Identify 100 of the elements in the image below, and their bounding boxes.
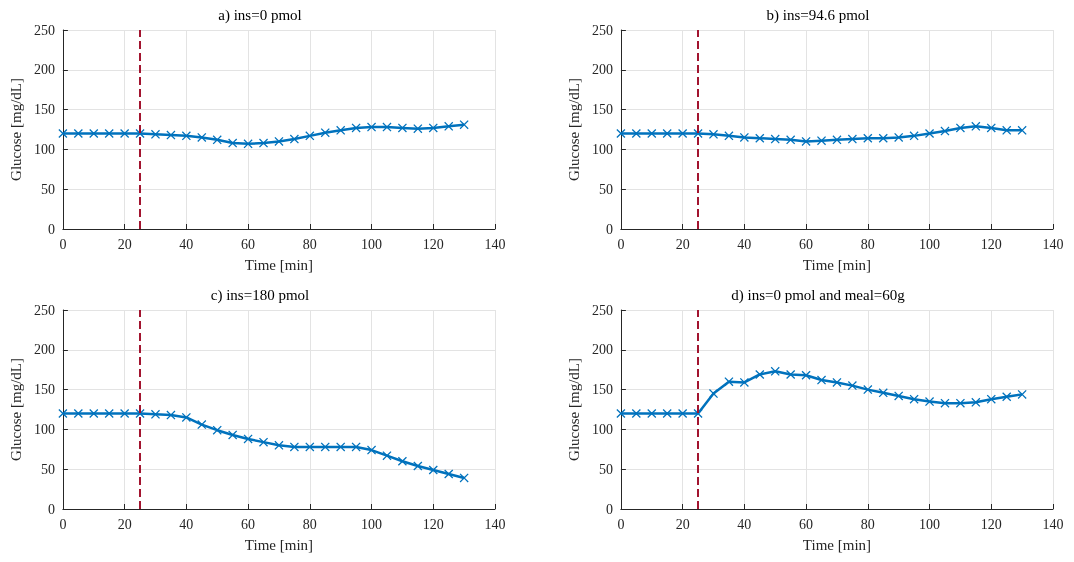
- x-tick-label: 60: [799, 236, 814, 252]
- point: [631, 408, 641, 418]
- x-tick-label: 140: [484, 516, 506, 532]
- point: [986, 394, 996, 404]
- point: [428, 123, 438, 133]
- point: [336, 442, 346, 452]
- y-tick-label: 100: [591, 421, 613, 437]
- x-axis-title: Time [min]: [802, 536, 872, 553]
- y-tick-label: 250: [33, 302, 55, 318]
- point: [150, 409, 160, 419]
- point: [647, 128, 657, 138]
- y-tick-label: 150: [33, 382, 55, 398]
- point: [662, 128, 672, 138]
- point: [197, 420, 207, 430]
- x-tick-label: 100: [919, 236, 941, 252]
- y-tick-label: 150: [591, 382, 613, 398]
- point: [786, 135, 796, 145]
- x-tick-label: 40: [737, 516, 752, 532]
- point: [135, 408, 145, 418]
- x-tick-label: 60: [241, 516, 256, 532]
- x-axis-title: Time [min]: [244, 536, 314, 553]
- point: [89, 128, 99, 138]
- point: [181, 412, 191, 422]
- x-tick-label: 0: [59, 236, 67, 252]
- point: [693, 128, 703, 138]
- point: [817, 375, 827, 385]
- y-axis-title: Glucose [mg/dL]: [7, 358, 24, 461]
- point: [413, 124, 423, 134]
- x-tick-label: 140: [484, 236, 506, 252]
- x-axis-title: Time [min]: [802, 256, 872, 273]
- chart-title: d) ins=0 pmol and meal=60g: [731, 286, 906, 304]
- point: [197, 132, 207, 142]
- chart-title: c) ins=180 pmol: [210, 286, 310, 304]
- x-tick-label: 100: [361, 516, 383, 532]
- y-tick-label: 150: [591, 102, 613, 118]
- point: [428, 465, 438, 475]
- point: [243, 139, 253, 149]
- y-tick-label: 200: [33, 62, 55, 78]
- point: [73, 408, 83, 418]
- y-tick-label: 100: [33, 421, 55, 437]
- x-tick-label: 0: [617, 516, 625, 532]
- point: [971, 397, 981, 407]
- point: [693, 408, 703, 418]
- x-tick-label: 80: [860, 516, 875, 532]
- point: [73, 128, 83, 138]
- point: [801, 136, 811, 146]
- point: [631, 128, 641, 138]
- point: [739, 132, 749, 142]
- point: [444, 469, 454, 479]
- y-tick-label: 150: [33, 102, 55, 118]
- point: [708, 129, 718, 139]
- point: [274, 440, 284, 450]
- point: [647, 408, 657, 418]
- point: [786, 369, 796, 379]
- y-tick-label: 100: [33, 141, 55, 157]
- x-tick-label: 100: [919, 516, 941, 532]
- x-tick-label: 0: [617, 236, 625, 252]
- y-tick-label: 50: [598, 181, 613, 197]
- y-tick-label: 200: [591, 342, 613, 358]
- x-tick-label: 60: [241, 236, 256, 252]
- point: [1017, 389, 1027, 399]
- x-tick-label: 120: [980, 516, 1002, 532]
- x-tick-label: 80: [302, 236, 317, 252]
- x-tick-label: 0: [59, 516, 67, 532]
- point: [894, 132, 904, 142]
- point: [228, 430, 238, 440]
- point: [58, 128, 68, 138]
- point: [413, 461, 423, 471]
- x-tick-label: 20: [117, 236, 132, 252]
- y-tick-label: 50: [40, 181, 55, 197]
- point: [940, 398, 950, 408]
- y-tick-label: 0: [47, 501, 55, 517]
- y-tick-label: 50: [598, 461, 613, 477]
- point: [724, 377, 734, 387]
- point: [1017, 125, 1027, 135]
- y-tick-label: 250: [591, 302, 613, 318]
- x-tick-label: 120: [422, 236, 444, 252]
- point: [104, 128, 114, 138]
- point: [289, 442, 299, 452]
- point: [832, 377, 842, 387]
- y-tick-label: 250: [33, 22, 55, 38]
- point: [459, 120, 469, 130]
- x-tick-label: 100: [361, 236, 383, 252]
- y-tick-label: 200: [591, 62, 613, 78]
- x-axis-title: Time [min]: [244, 256, 314, 273]
- point: [367, 445, 377, 455]
- point: [662, 408, 672, 418]
- y-axis-title: Glucose [mg/dL]: [7, 78, 24, 181]
- point: [397, 123, 407, 133]
- point: [863, 385, 873, 395]
- point: [971, 121, 981, 131]
- point: [847, 134, 857, 144]
- y-tick-label: 50: [40, 461, 55, 477]
- point: [228, 138, 238, 148]
- y-tick-label: 100: [591, 141, 613, 157]
- point: [150, 129, 160, 139]
- point: [181, 131, 191, 141]
- x-tick-label: 80: [302, 516, 317, 532]
- y-tick-label: 0: [605, 501, 613, 517]
- point: [397, 456, 407, 466]
